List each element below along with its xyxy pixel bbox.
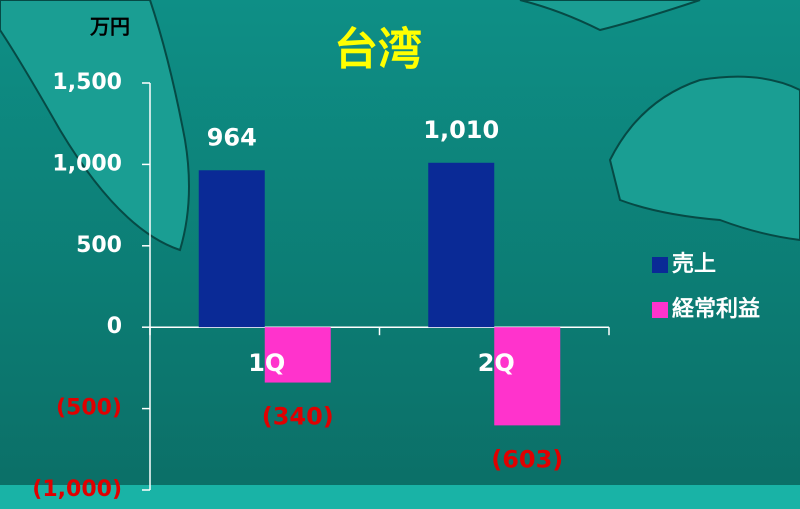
value-label: 964	[207, 123, 257, 151]
value-label: (603)	[491, 445, 563, 473]
bar	[198, 170, 265, 328]
legend-label: 売上	[672, 251, 716, 277]
legend-swatch	[652, 302, 668, 318]
y-tick-label: 1,000	[52, 151, 122, 176]
unit-label: 万円	[89, 15, 130, 39]
bar	[494, 327, 561, 426]
map-shape	[0, 0, 190, 252]
x-tick-label: 1Q	[248, 349, 285, 377]
map-shape	[519, 0, 701, 32]
chart-title: 台湾	[334, 24, 422, 75]
value-label: (340)	[262, 403, 334, 431]
map-shape	[608, 75, 800, 242]
value-label: 1,010	[423, 116, 499, 144]
y-tick-label: 0	[107, 314, 122, 339]
bar	[428, 162, 495, 328]
legend-swatch	[652, 257, 668, 273]
x-tick-label: 2Q	[478, 349, 515, 377]
y-tick-label: 500	[76, 233, 122, 258]
y-tick-label: (1,000)	[32, 477, 122, 502]
bottom-strip	[0, 485, 800, 509]
bar	[264, 327, 331, 383]
legend-label: 経常利益	[672, 296, 760, 322]
y-tick-label: (500)	[56, 396, 122, 421]
y-tick-label: 1,500	[52, 70, 122, 95]
